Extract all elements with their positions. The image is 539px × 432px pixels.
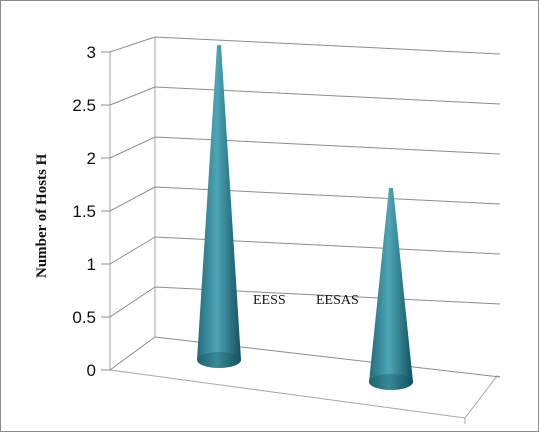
cone-bar-eess [197,45,241,369]
gridline-wall [109,186,156,212]
y-tick-label: 1 [87,255,96,274]
y-tick-label: 2.5 [72,96,96,115]
floor-outline [109,369,501,419]
y-tick-label: 3 [87,43,96,62]
y-tick-label: 1.5 [72,202,96,221]
gridline-wall [109,36,156,53]
gridline-wall [109,336,156,371]
gridline-wall [109,86,156,106]
cone-body [197,45,241,369]
gridline-back [154,186,501,205]
gridline-wall [109,236,156,265]
y-tick-label: 0.5 [72,308,96,327]
cone-base [369,374,413,390]
y-axis-label: Number of Hosts H [34,153,50,278]
gridline-back [154,86,501,105]
cone-base [197,352,241,368]
y-tick-label: 0 [87,361,96,380]
gridline-wall [109,136,156,159]
cone-body [369,187,413,390]
gridline-back [154,136,501,155]
category-label-eess: EESS [253,293,286,308]
category-label-eesas: EESAS [316,293,359,308]
gridline-back [154,36,501,55]
gridline-wall [109,286,156,318]
y-tick-label: 2 [87,149,96,168]
cone-bar-eesas [369,187,413,390]
